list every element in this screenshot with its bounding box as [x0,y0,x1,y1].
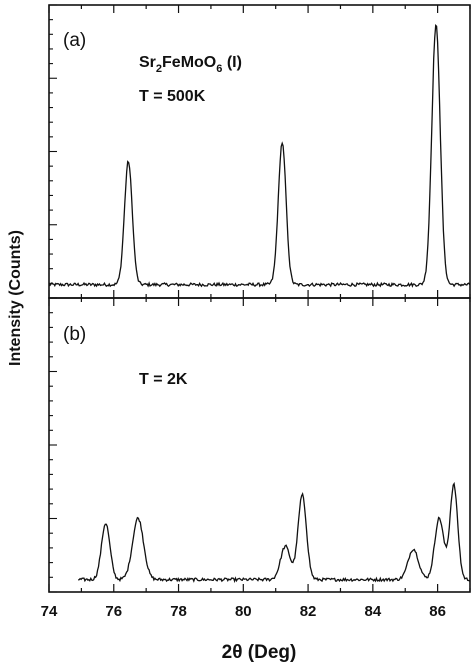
compound-sub2: 6 [216,63,222,75]
series-a-line [48,23,471,288]
x-tick-label: 80 [235,603,252,620]
panel-b-frame [48,297,471,593]
middle-x-ticks [48,290,471,306]
compound-tail: (I) [222,54,242,71]
compound-mid: FeMoO [162,54,216,71]
compound-base: Sr [139,54,156,71]
panel-b-y-ticks [49,297,57,593]
panel-b-temperature: T = 2K [139,371,188,388]
x-tick-labels: 74 76 78 80 82 84 86 [41,603,446,620]
x-axis-label: 2θ (Deg) [222,642,297,663]
series-b-line [78,481,470,584]
x-tick-label: 76 [105,603,122,620]
x-tick-label: 82 [300,603,317,620]
panel-b-label: (b) [63,324,86,345]
panel-a-compound: Sr2FeMoO6 (I) [139,54,242,75]
panel-a-frame [48,4,471,299]
panel-a-temperature: T = 500K [139,88,206,105]
x-tick-label: 86 [429,603,446,620]
bottom-x-ticks [48,584,471,592]
x-tick-label: 74 [41,603,58,620]
compound-sub1: 2 [156,63,162,75]
x-tick-label: 84 [365,603,382,620]
top-x-ticks [48,5,471,13]
panel-a-label: (a) [63,30,86,51]
x-tick-label: 78 [170,603,187,620]
y-axis-label: Intensity (Counts) [7,230,24,366]
panel-a-y-ticks [49,4,57,299]
